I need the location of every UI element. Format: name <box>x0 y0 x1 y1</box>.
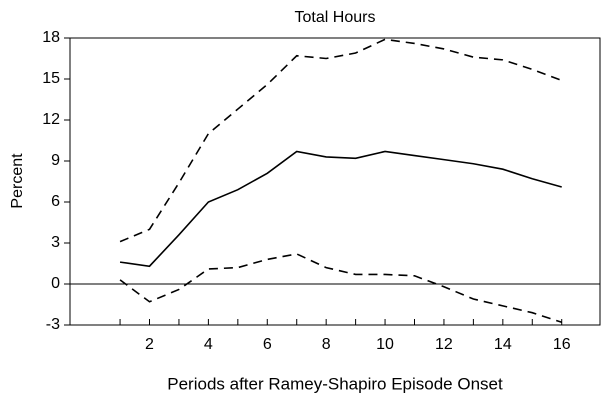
x-tick-label: 10 <box>376 336 394 353</box>
x-tick-label: 4 <box>204 336 213 353</box>
y-tick-label: 12 <box>42 111 60 128</box>
x-tick-label: 12 <box>435 336 453 353</box>
y-tick-label: -3 <box>46 316 60 333</box>
x-axis-label: Periods after Ramey-Shapiro Episode Onse… <box>167 374 503 393</box>
x-tick-label: 2 <box>145 336 154 353</box>
x-tick-label: 8 <box>322 336 331 353</box>
x-tick-label: 14 <box>494 336 512 353</box>
y-tick-label: 9 <box>51 152 60 169</box>
y-tick-label: 6 <box>51 193 60 210</box>
plot-frame <box>69 37 601 326</box>
chart-title: Total Hours <box>295 9 376 26</box>
series-line <box>119 253 562 324</box>
x-tick-label: 6 <box>263 336 272 353</box>
y-tick-label: 0 <box>51 275 60 292</box>
y-tick-label: 15 <box>42 70 60 87</box>
series-line <box>119 38 563 243</box>
y-tick-label: 18 <box>42 29 60 46</box>
y-axis-label: Percent <box>9 153 26 209</box>
series-line <box>119 150 562 268</box>
y-tick-label: 3 <box>51 234 60 251</box>
x-tick-label: 16 <box>553 336 571 353</box>
